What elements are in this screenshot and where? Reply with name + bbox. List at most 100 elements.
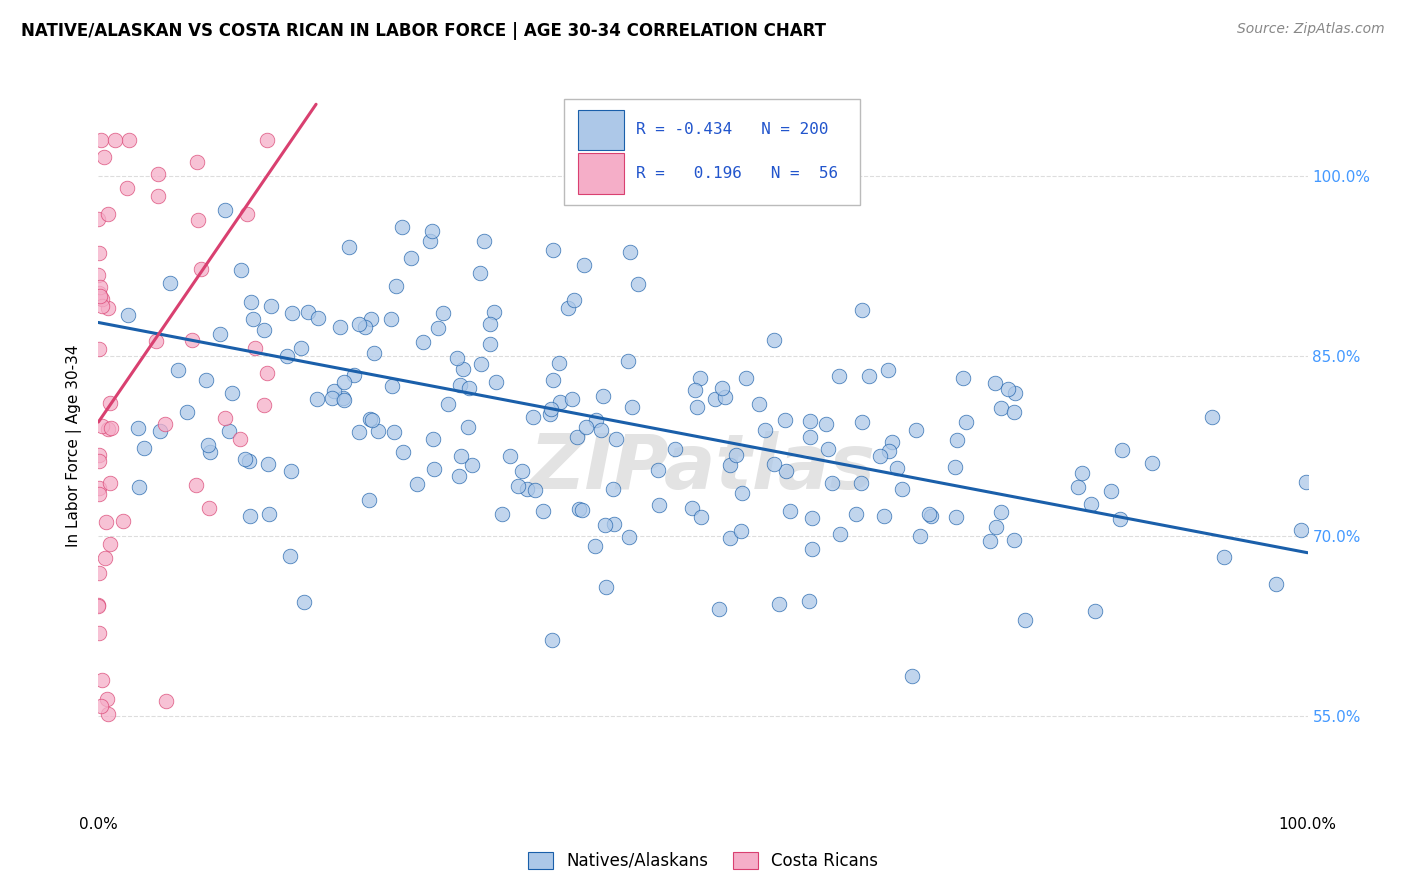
Point [233, 452, 256, 467]
Point [491, 508, 513, 522]
Point [153, 417, 176, 431]
Point [87, 481, 110, 495]
Point [447, 469, 470, 483]
Point [592, 389, 614, 403]
Point [117, 308, 139, 322]
Point [516, 482, 538, 496]
Point [872, 509, 894, 524]
Point [148, 167, 170, 181]
Point [946, 434, 969, 448]
Point [568, 502, 591, 516]
Point [399, 251, 422, 265]
Point [198, 445, 221, 459]
Point [89, 289, 111, 303]
Point [763, 457, 786, 471]
Point [98, 396, 121, 410]
Point [323, 384, 346, 399]
Point [87, 599, 110, 613]
Point [118, 133, 141, 147]
Point [1140, 456, 1163, 470]
Point [904, 423, 927, 437]
Point [979, 533, 1001, 548]
Point [87, 599, 110, 613]
Point [89, 448, 111, 462]
Point [984, 376, 1007, 390]
Point [111, 515, 134, 529]
Point [943, 460, 966, 475]
Point [87, 268, 110, 282]
Point [468, 266, 491, 280]
Point [844, 507, 866, 521]
Point [134, 441, 156, 455]
Point [243, 342, 266, 356]
Point [575, 419, 598, 434]
Point [917, 507, 939, 521]
Point [332, 391, 354, 405]
Point [307, 311, 329, 326]
Point [360, 311, 382, 326]
Point [198, 500, 221, 515]
Point [104, 133, 127, 147]
Point [682, 500, 704, 515]
Point [730, 524, 752, 539]
Point [882, 434, 904, 449]
Point [506, 478, 529, 492]
Point [523, 483, 546, 497]
Point [541, 373, 564, 387]
Point [406, 476, 429, 491]
Point [605, 433, 627, 447]
Point [754, 423, 776, 437]
Point [280, 464, 302, 478]
Point [877, 363, 900, 377]
Point [984, 520, 1007, 534]
Y-axis label: In Labor Force | Age 30-34: In Labor Force | Age 30-34 [66, 344, 83, 548]
Point [89, 279, 111, 293]
Point [90, 698, 112, 713]
Point [359, 412, 381, 426]
Point [858, 369, 880, 384]
Point [321, 391, 343, 405]
Point [849, 476, 872, 491]
Point [218, 424, 240, 438]
Point [257, 507, 280, 521]
Point [828, 368, 851, 383]
Point [704, 392, 727, 406]
Point [470, 357, 492, 371]
Point [1002, 405, 1025, 419]
FancyBboxPatch shape [578, 153, 624, 194]
Point [307, 392, 329, 407]
Point [238, 453, 260, 467]
Text: Source: ZipAtlas.com: Source: ZipAtlas.com [1237, 22, 1385, 37]
Point [731, 486, 754, 500]
Point [260, 299, 283, 313]
Point [1004, 386, 1026, 401]
Point [713, 391, 735, 405]
Point [256, 133, 278, 147]
Point [197, 438, 219, 452]
Point [446, 351, 468, 366]
Point [773, 413, 796, 427]
Point [89, 454, 111, 468]
Point [886, 461, 908, 475]
Point [572, 258, 595, 272]
Point [1080, 497, 1102, 511]
Point [148, 188, 170, 202]
Point [214, 410, 236, 425]
Text: ZIPatlas: ZIPatlas [530, 431, 876, 505]
Point [392, 445, 415, 459]
Point [94, 550, 117, 565]
Point [186, 478, 208, 492]
Point [100, 421, 122, 435]
Point [384, 278, 406, 293]
Point [548, 395, 571, 409]
Point [187, 213, 209, 227]
Point [851, 303, 873, 318]
Point [190, 262, 212, 277]
Point [91, 418, 114, 433]
Point [619, 244, 641, 259]
Point [595, 580, 617, 594]
Point [689, 509, 711, 524]
FancyBboxPatch shape [564, 99, 860, 204]
Point [564, 293, 586, 307]
FancyBboxPatch shape [578, 110, 624, 150]
